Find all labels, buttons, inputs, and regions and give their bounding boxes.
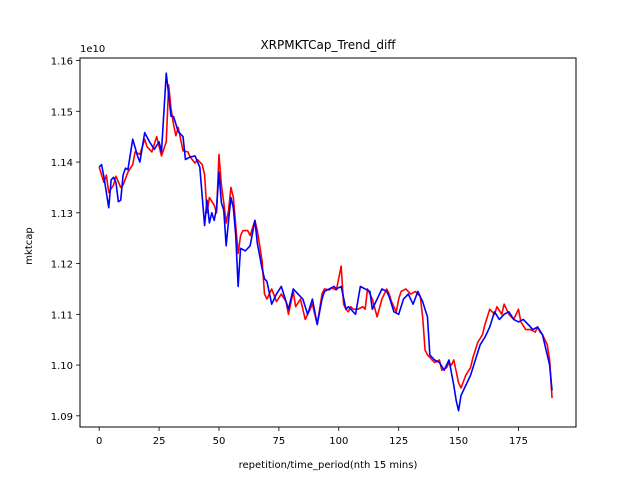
x-tick-label: 150 xyxy=(449,436,468,447)
x-tick-label: 75 xyxy=(273,436,286,447)
x-tick-label: 125 xyxy=(389,436,408,447)
y-tick-label: 1.11 xyxy=(51,310,73,321)
y-tick-label: 1.10 xyxy=(51,361,73,372)
y-axis: 1.09 1.10 1.11 1.12 1.13 1.14 1.15 1.16 xyxy=(51,57,80,423)
y-tick-label: 1.12 xyxy=(51,260,73,271)
y-tick-label: 1.09 xyxy=(51,412,73,423)
x-axis-label: repetition/time_period(nth 15 mins) xyxy=(239,460,418,471)
x-tick-label: 175 xyxy=(509,436,528,447)
series-layer xyxy=(98,72,553,412)
x-tick-label: 25 xyxy=(153,436,166,447)
plot-frame xyxy=(79,57,577,428)
x-tick-label: 100 xyxy=(329,436,348,447)
y-tick-label: 1.16 xyxy=(51,57,73,68)
y-tick-label: 1.14 xyxy=(51,158,73,169)
series-line-1 xyxy=(98,84,553,399)
series-line-2 xyxy=(98,72,553,412)
chart-title: XRPMKTCap_Trend_diff xyxy=(260,38,396,52)
x-tick-label: 0 xyxy=(96,436,102,447)
y-tick-label: 1.15 xyxy=(51,107,73,118)
x-tick-label: 50 xyxy=(213,436,226,447)
y-tick-label: 1.13 xyxy=(51,209,73,220)
x-axis: 0 25 50 75 100 125 150 175 xyxy=(96,427,528,447)
y-axis-offset-label: 1e10 xyxy=(80,44,105,55)
y-axis-label: mktcap xyxy=(24,227,35,264)
